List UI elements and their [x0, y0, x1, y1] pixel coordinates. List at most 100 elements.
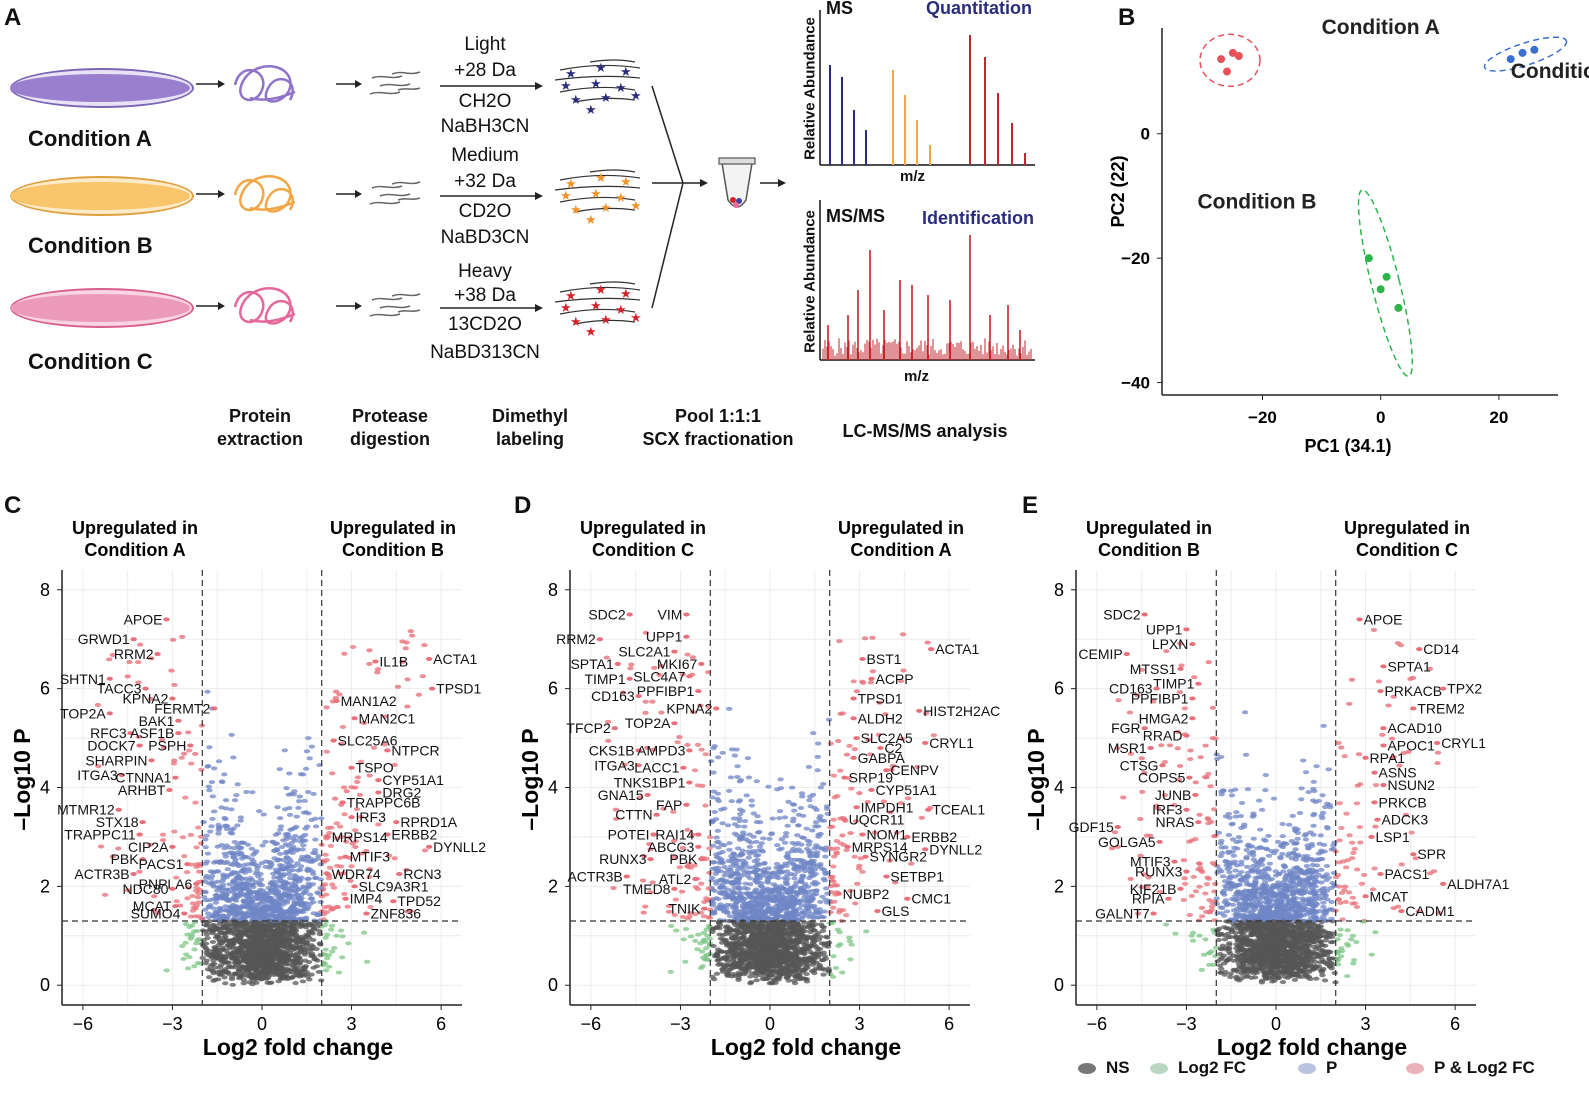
point [740, 925, 748, 930]
point [266, 895, 273, 900]
heavy-mass: +38 Da [454, 285, 516, 306]
point [781, 886, 788, 891]
point [284, 915, 291, 920]
point [360, 721, 368, 726]
point [740, 868, 748, 873]
point [239, 964, 246, 969]
point [281, 748, 288, 753]
point [795, 823, 802, 828]
point [293, 951, 301, 956]
point [147, 696, 154, 701]
point [748, 924, 756, 929]
point [95, 764, 102, 769]
labeled-point [425, 656, 433, 661]
label-star: ★ [615, 190, 627, 205]
step-pool-fractionation: Pool 1:1:1 SCX fractionation [642, 406, 794, 449]
point [287, 938, 295, 943]
point [833, 851, 840, 856]
point [191, 964, 198, 969]
point [222, 854, 230, 859]
point [268, 912, 275, 917]
point [822, 897, 829, 902]
point [848, 786, 855, 791]
point [357, 759, 365, 764]
point [734, 929, 741, 934]
point [794, 833, 801, 838]
point [237, 905, 244, 910]
point [366, 661, 373, 666]
point [820, 782, 827, 787]
point [288, 928, 296, 933]
point [316, 922, 323, 927]
point [231, 878, 239, 883]
point [757, 930, 765, 935]
point [322, 852, 329, 857]
point [301, 798, 308, 803]
point [820, 967, 828, 972]
point [682, 926, 690, 931]
point [312, 837, 319, 842]
point [667, 969, 674, 974]
point [758, 848, 765, 853]
point [195, 900, 202, 905]
point [846, 935, 853, 940]
point [315, 928, 323, 933]
point [106, 657, 113, 662]
point [707, 759, 715, 764]
point [347, 878, 354, 883]
point [288, 827, 296, 832]
point [736, 890, 744, 895]
point [689, 832, 696, 837]
point [290, 896, 297, 901]
point [768, 831, 776, 836]
point [280, 934, 287, 939]
point [797, 805, 805, 810]
point [733, 864, 740, 869]
gene-label: FERMT2 [154, 700, 210, 716]
point [230, 886, 237, 891]
labeled-point [333, 698, 340, 703]
point [710, 977, 718, 982]
point [321, 961, 329, 966]
point [276, 816, 284, 821]
label-star: ★ [595, 282, 607, 297]
point [184, 966, 192, 971]
point [210, 766, 218, 771]
point [278, 927, 285, 932]
point [402, 646, 409, 651]
labeled-point [175, 731, 182, 736]
gene-label: GRWD1 [78, 631, 130, 647]
point [769, 816, 776, 821]
point [227, 830, 234, 835]
left-header: Condition A [84, 540, 185, 560]
point [315, 891, 322, 896]
point [778, 930, 785, 935]
point [282, 885, 289, 890]
point [254, 946, 261, 951]
left-header: Upregulated in [72, 518, 198, 538]
point [715, 855, 723, 860]
gene-label: ARHBT [118, 782, 166, 798]
point [765, 866, 772, 871]
point [250, 909, 257, 914]
point [94, 702, 102, 707]
point [237, 815, 245, 820]
point [171, 682, 178, 687]
point [228, 850, 236, 855]
gene-label: MAN1A2 [341, 693, 397, 709]
point [151, 894, 158, 899]
y-tick-label: 8 [40, 580, 50, 600]
peptide-icons [369, 71, 421, 317]
point [217, 958, 225, 963]
point [236, 846, 244, 851]
point [220, 947, 227, 952]
point [747, 939, 754, 944]
point [202, 945, 209, 950]
label-star: ★ [630, 310, 642, 325]
point [250, 885, 257, 890]
point [224, 867, 231, 872]
point [240, 900, 248, 905]
point [732, 907, 740, 912]
point [702, 752, 709, 757]
point [264, 954, 271, 959]
